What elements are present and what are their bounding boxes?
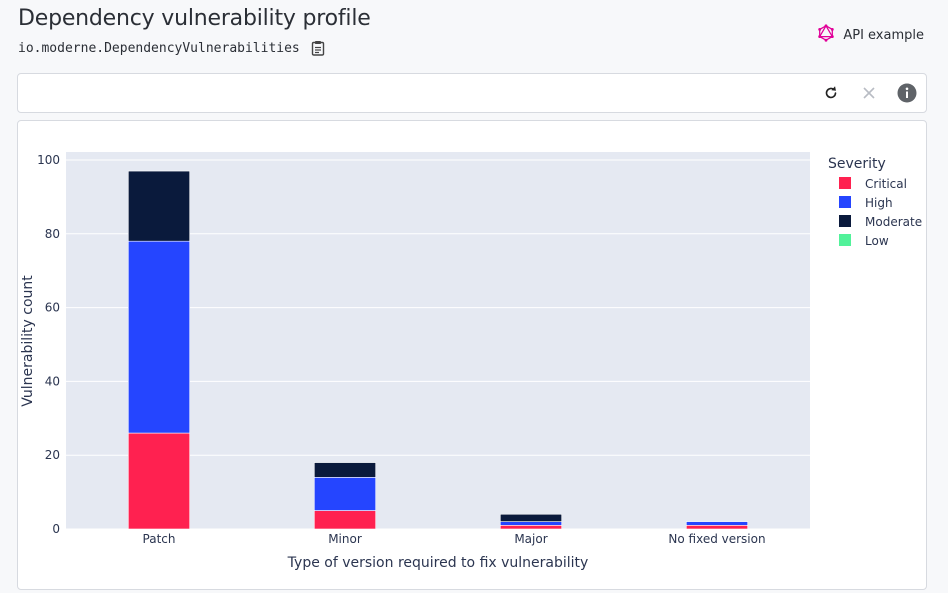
x-tick-labels: Patch Minor Major No fixed version (143, 532, 766, 546)
bar-critical[interactable] (314, 510, 376, 530)
legend-label: Moderate (865, 215, 922, 229)
legend-title: Severity (828, 156, 886, 172)
legend-label: High (865, 196, 893, 210)
y-tick-label: 100 (37, 153, 60, 167)
legend-item-moderate[interactable]: Moderate (839, 215, 922, 229)
bar-high[interactable] (500, 521, 562, 526)
legend-item-high[interactable]: High (839, 196, 893, 210)
recipe-id: io.moderne.DependencyVulnerabilities (18, 40, 300, 56)
x-tick-label: Minor (328, 532, 362, 546)
vulnerability-chart: 0 20 40 60 80 100 Patch Minor Major No fixed ver… (20, 152, 922, 571)
info-icon[interactable] (896, 82, 918, 104)
y-tick-label: 0 (52, 522, 60, 536)
y-tick-label: 40 (45, 374, 60, 388)
clipboard-icon[interactable] (310, 40, 326, 56)
legend-swatch (839, 215, 851, 227)
api-example-label: API example (843, 27, 924, 43)
refresh-icon[interactable] (820, 82, 842, 104)
y-tick-label: 20 (45, 448, 60, 462)
bars (128, 170, 748, 530)
y-axis-label: Vulnerability count (20, 275, 36, 407)
bar-high[interactable] (128, 240, 190, 434)
page-title: Dependency vulnerability profile (18, 6, 371, 31)
bar-high[interactable] (686, 521, 748, 526)
api-example-link[interactable]: API example (817, 24, 924, 46)
legend-item-low[interactable]: Low (839, 234, 889, 248)
bar-high[interactable] (314, 477, 376, 511)
gridlines (66, 159, 810, 530)
x-tick-label: No fixed version (668, 532, 765, 546)
y-tick-label: 80 (45, 227, 60, 241)
bar-critical[interactable] (686, 525, 748, 530)
bar-critical[interactable] (128, 432, 190, 530)
bar-moderate[interactable] (314, 462, 376, 478)
legend-swatch (839, 234, 851, 246)
legend-swatch (839, 196, 851, 208)
y-tick-labels: 0 20 40 60 80 100 (37, 153, 60, 536)
graphql-icon (817, 24, 835, 46)
y-tick-label: 60 (45, 301, 60, 315)
x-tick-label: Major (514, 532, 547, 546)
plot-area (66, 152, 810, 529)
legend: Critical High Moderate Low (839, 177, 922, 248)
bar-moderate[interactable] (128, 170, 190, 242)
legend-swatch (839, 177, 851, 189)
close-icon[interactable] (858, 82, 880, 104)
x-axis-label: Type of version required to fix vulnerab… (287, 555, 589, 571)
legend-label: Critical (865, 177, 907, 191)
bar-moderate[interactable] (500, 513, 562, 522)
bar-critical[interactable] (500, 525, 562, 530)
chart-card: 0 20 40 60 80 100 Patch Minor Major No fixed ver… (17, 120, 927, 590)
legend-label: Low (865, 234, 889, 248)
query-bar[interactable] (17, 73, 927, 113)
x-tick-label: Patch (143, 532, 176, 546)
query-bar-actions (820, 82, 918, 104)
recipe-id-row: io.moderne.DependencyVulnerabilities (18, 40, 326, 56)
legend-item-critical[interactable]: Critical (839, 177, 907, 191)
